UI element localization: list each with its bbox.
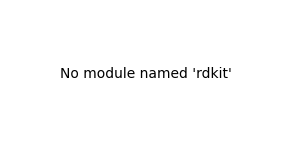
Text: No module named 'rdkit': No module named 'rdkit'	[60, 66, 231, 80]
